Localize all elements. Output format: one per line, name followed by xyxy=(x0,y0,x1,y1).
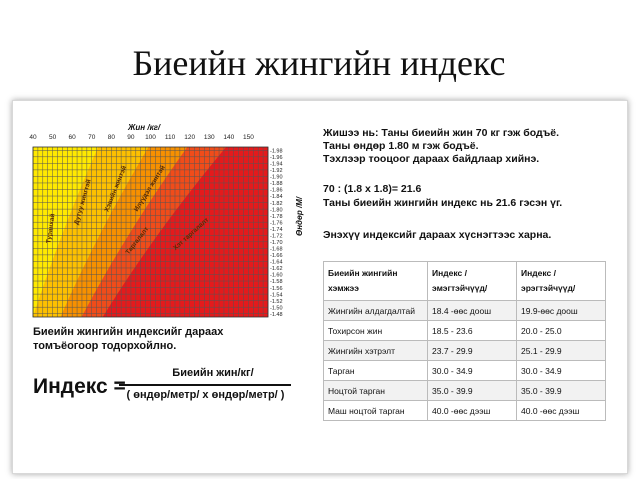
y-tick-label: -1.84 xyxy=(270,194,283,200)
y-tick-label: -1.64 xyxy=(270,260,283,266)
y-tick-label: -1.60 xyxy=(270,273,283,279)
table-cell: 35.0 - 39.9 xyxy=(427,380,517,401)
content-panel: 40 50 60 70 80 90 100 110 120 130 140 150 -1.98 -1.96… xyxy=(12,100,628,474)
y-tick-label: -1.96 xyxy=(270,155,283,161)
y-tick-label: -1.82 xyxy=(270,201,283,207)
table-cell: Маш ноцтой тарган xyxy=(323,400,428,421)
y-tick-label: -1.86 xyxy=(270,188,283,194)
table-cell: Тарган xyxy=(323,360,428,381)
x-tick-label: 60 xyxy=(69,134,77,141)
example-result: Таны биеийн жингийн индекс нь 21.6 гэсэн… xyxy=(323,197,563,209)
x-tick-label: 140 xyxy=(223,134,234,141)
example-line-2: Таны өндөр 1.80 м гэж бодъё. xyxy=(323,140,479,152)
slide-title: Биеийн жингийн индекс xyxy=(132,43,506,83)
y-tick-label: -1.70 xyxy=(270,240,283,246)
table-row: Жингийн хэтрэлт 23.7 - 29.9 25.1 - 29.9 xyxy=(323,340,606,361)
y-tick-label: -1.50 xyxy=(270,305,283,311)
x-tick-label: 80 xyxy=(108,134,116,141)
y-tick-label: -1.76 xyxy=(270,220,283,226)
x-tick-label: 110 xyxy=(165,134,176,141)
y-tick-label: -1.66 xyxy=(270,253,283,259)
table-row: Маш ноцтой тарган 40.0 -өөс дээш 40.0 -өөс… xyxy=(323,400,606,421)
table-cell: 23.7 - 29.9 xyxy=(427,340,517,361)
table-cell: 20.0 - 25.0 xyxy=(516,320,606,341)
table-cell: Ноцтой тарган xyxy=(323,380,428,401)
table-header: Индекс /эрэгтэйчүүд/ xyxy=(516,261,606,301)
x-tick-label: 50 xyxy=(49,134,57,141)
x-tick-label: 40 xyxy=(29,134,37,141)
y-tick-label: -1.54 xyxy=(270,292,283,298)
table-header: Биеийн жингийн хэмжээ xyxy=(323,261,428,301)
y-tick-label: -1.62 xyxy=(270,266,283,272)
table-cell: 40.0 -өөс дээш xyxy=(516,400,606,421)
y-tick-label: -1.80 xyxy=(270,207,283,213)
table-cell: 35.0 - 39.9 xyxy=(516,380,606,401)
table-cell: Жингийн хэтрэлт xyxy=(323,340,428,361)
chart-border xyxy=(32,146,269,318)
table-cell: Тохирсон жин xyxy=(323,320,428,341)
explanation-line-2: томъёогоор тодорхойлно. xyxy=(33,340,177,352)
table-header-row: Биеийн жингийн хэмжээ Индекс /эмэгтэйчүү… xyxy=(323,261,606,301)
y-tick-label: -1.74 xyxy=(270,227,283,233)
y-tick-label: -1.68 xyxy=(270,247,283,253)
y-tick-label: -1.88 xyxy=(270,181,283,187)
x-axis-label: Жин /кг/ xyxy=(128,123,161,132)
x-tick-label: 90 xyxy=(127,134,135,141)
table-row: Жингийн алдагдалтай 18.4 -өөс доош 19.9-өө… xyxy=(323,300,606,321)
x-tick-label: 100 xyxy=(145,134,156,141)
y-tick-label: -1.90 xyxy=(270,175,283,181)
table-row: Тарган 30.0 - 34.9 30.0 - 34.9 xyxy=(323,360,606,381)
y-axis-label: Өндөр /М/ xyxy=(295,196,304,236)
table-cell: 19.9-өөс доош xyxy=(516,300,606,321)
table-cell: 30.0 - 34.9 xyxy=(516,360,606,381)
table-cell: Жингийн алдагдалтай xyxy=(323,300,428,321)
example-line-3: Тэхлээр тооцоог дараах байдлаар хийнэ. xyxy=(323,153,540,165)
y-tick-label: -1.72 xyxy=(270,233,283,239)
table-cell: 40.0 -өөс дээш xyxy=(427,400,517,421)
x-tick-label: 150 xyxy=(243,134,254,141)
table-header: Индекс /эмэгтэйчүүд/ xyxy=(427,261,517,301)
formula-fraction-bar xyxy=(119,384,291,386)
example-calc: 70 : (1.8 x 1.8)= 21.6 xyxy=(323,183,422,195)
table-cell: 18.4 -өөс доош xyxy=(427,300,517,321)
x-tick-label: 70 xyxy=(88,134,96,141)
y-tick-label: -1.92 xyxy=(270,168,283,174)
bmi-chart: 40 50 60 70 80 90 100 110 120 130 140 150 -1.98-1.96… xyxy=(29,134,283,318)
y-tick-label: -1.48 xyxy=(270,312,283,318)
table-cell: 18.5 - 23.6 xyxy=(427,320,517,341)
y-tick-label: -1.98 xyxy=(270,148,283,154)
example-note: Энэхүү индексийг дараах хүснэгтээс харна… xyxy=(323,229,552,241)
x-tick-label: 120 xyxy=(184,134,195,141)
table-cell: 30.0 - 34.9 xyxy=(427,360,517,381)
x-tick-label: 130 xyxy=(204,134,215,141)
table-cell: 25.1 - 29.9 xyxy=(516,340,606,361)
y-tick-label: -1.52 xyxy=(270,299,283,305)
y-tick-label: -1.58 xyxy=(270,279,283,285)
y-tick-label: -1.94 xyxy=(270,162,283,168)
explanation-text: Биеийн жингийн индексийг дараах томъёого… xyxy=(33,325,223,353)
formula-denominator: ( өндөр/метр/ х өндөр/метр/ ) xyxy=(126,389,285,401)
example-line-1: Жишээ нь: Таны биеийн жин 70 кг гэж бодъ… xyxy=(323,127,559,139)
formula-lhs: Индекс = xyxy=(33,375,126,398)
bmi-table: Биеийн жингийн хэмжээ Индекс /эмэгтэйчүү… xyxy=(323,261,606,421)
table-row: Тохирсон жин 18.5 - 23.6 20.0 - 25.0 xyxy=(323,320,606,341)
table-row: Ноцтой тарган 35.0 - 39.9 35.0 - 39.9 xyxy=(323,380,606,401)
formula-numerator: Биеийн жин/кг/ xyxy=(172,367,254,379)
y-tick-label: -1.78 xyxy=(270,214,283,220)
explanation-line-1: Биеийн жингийн индексийг дараах xyxy=(33,326,224,338)
y-tick-label: -1.56 xyxy=(270,286,283,292)
